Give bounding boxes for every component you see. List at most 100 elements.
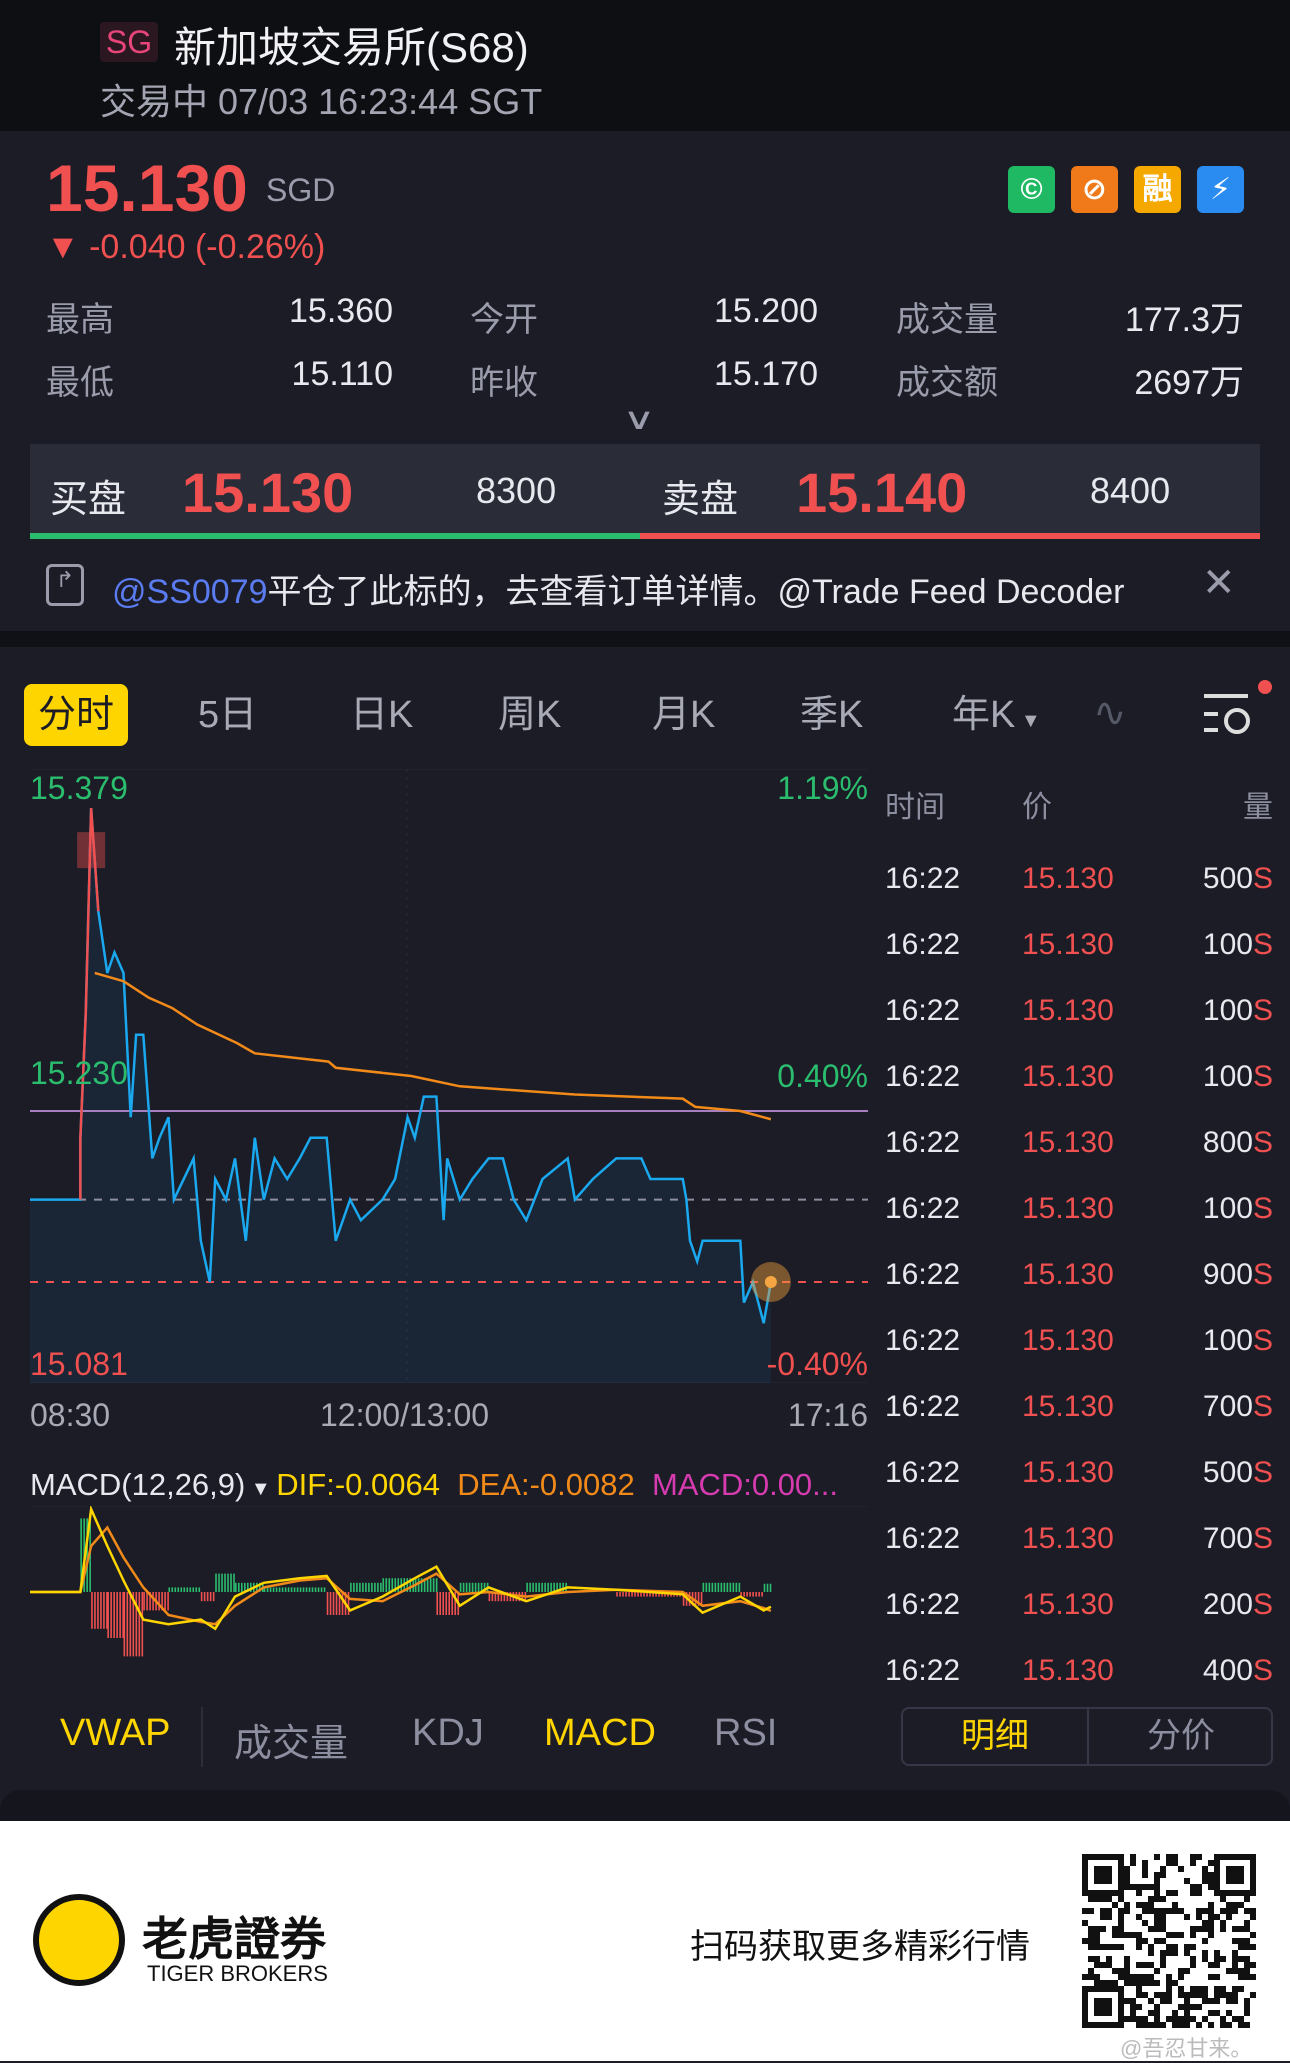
- tab-detail[interactable]: 明细: [903, 1709, 1089, 1764]
- qr-module: [1208, 1902, 1214, 1908]
- trade-side: S: [1252, 1522, 1273, 1555]
- tab-4[interactable]: 月K: [652, 684, 715, 746]
- header-price: 价: [1022, 791, 1052, 824]
- macd-bar: [335, 1592, 338, 1615]
- macd-params-dropdown[interactable]: MACD(12,26,9): [30, 1467, 246, 1502]
- margin-icon[interactable]: 融: [1134, 166, 1181, 213]
- no-short-icon[interactable]: ⊘: [1071, 166, 1118, 213]
- macd-bar: [661, 1592, 663, 1597]
- qr-module: [1094, 1878, 1100, 1884]
- macd-bar: [323, 1587, 326, 1592]
- qr-module: [1250, 1872, 1256, 1878]
- macd-bar: [86, 1518, 88, 1592]
- trade-qty-cell: 100S: [1203, 1060, 1273, 1094]
- line-chart-icon[interactable]: ∿: [1093, 691, 1127, 735]
- trade-price: 15.130: [1022, 1324, 1114, 1357]
- stat-value: 15.200: [714, 292, 818, 330]
- qr-module: [1094, 1962, 1100, 1968]
- qr-module: [1094, 2010, 1100, 2016]
- macd-bar: [394, 1578, 397, 1592]
- qr-module: [1100, 1914, 1106, 1920]
- trade-price: 15.130: [1022, 1060, 1114, 1093]
- price-chart[interactable]: [30, 769, 868, 1383]
- qr-module: [1166, 1980, 1172, 1986]
- qr-module: [1208, 1878, 1214, 1884]
- tab-3[interactable]: 周K: [498, 684, 561, 746]
- indicator-成交量[interactable]: 成交量: [234, 1723, 349, 1765]
- indicator-kdj[interactable]: KDJ: [412, 1712, 484, 1754]
- macd-bar: [468, 1582, 471, 1592]
- qr-module: [1136, 1914, 1142, 1920]
- qr-module: [1118, 1866, 1124, 1872]
- macd-bar: [161, 1592, 163, 1611]
- qr-module: [1118, 1944, 1124, 1950]
- macd-bar: [146, 1592, 148, 1611]
- macd-bar: [206, 1592, 209, 1602]
- qr-module: [1118, 1998, 1124, 2004]
- qr-module: [1100, 1962, 1106, 1968]
- lightning-icon[interactable]: ⚡: [1197, 166, 1244, 213]
- trade-row: 16:22 15.130 100S: [885, 1324, 1273, 1390]
- qr-module: [1196, 1908, 1202, 1914]
- trade-notice[interactable]: ↱ @SS0079平仓了此标的，去查看订单详情。@Trade Feed Deco…: [30, 556, 1260, 616]
- cash-icon[interactable]: ©: [1008, 166, 1055, 213]
- tab-5[interactable]: 季K: [800, 684, 863, 746]
- tab-2[interactable]: 日K: [350, 684, 413, 746]
- macd-bar: [338, 1592, 341, 1615]
- qr-module: [1118, 1926, 1124, 1932]
- macd-bar: [503, 1592, 506, 1602]
- trade-qty: 500: [1202, 1456, 1253, 1489]
- macd-bar: [221, 1573, 223, 1592]
- qr-module: [1148, 2022, 1154, 2028]
- qr-module: [1232, 1986, 1238, 1992]
- tab-1[interactable]: 5日: [198, 684, 257, 746]
- macd-bar: [314, 1587, 317, 1592]
- caret-down-icon[interactable]: ▼: [245, 1478, 277, 1500]
- macd-bar: [746, 1592, 748, 1597]
- macd-bar: [171, 1587, 174, 1592]
- stat-value: 15.170: [714, 355, 818, 393]
- qr-module: [1094, 1998, 1100, 2004]
- macd-bar: [374, 1582, 376, 1592]
- indicator-vwap[interactable]: VWAP: [60, 1712, 171, 1754]
- qr-module: [1220, 1896, 1226, 1902]
- qr-module: [1244, 1968, 1250, 1974]
- tab-price-distribution[interactable]: 分价: [1147, 1717, 1215, 1755]
- indicator-rsi[interactable]: RSI: [714, 1712, 778, 1754]
- notice-user-link[interactable]: @SS0079: [112, 573, 268, 611]
- ask-label: 卖盘: [662, 479, 739, 521]
- dif-value: DIF:-0.0064: [276, 1467, 440, 1502]
- macd-bar: [241, 1582, 243, 1592]
- qr-module: [1208, 1914, 1214, 1920]
- qr-module: [1100, 1908, 1106, 1914]
- qr-module: [1214, 1962, 1220, 1968]
- qr-module: [1244, 2022, 1250, 2028]
- qr-module: [1202, 1872, 1208, 1878]
- qr-module: [1244, 1998, 1250, 2004]
- macd-bar: [107, 1592, 109, 1638]
- tab-6[interactable]: 年K ▼: [952, 684, 1041, 746]
- stat-label: 最高: [46, 301, 114, 339]
- qr-module: [1094, 1854, 1100, 1860]
- qr-module: [1118, 1932, 1124, 1938]
- macd-bar: [477, 1582, 480, 1592]
- settings-icon[interactable]: [1204, 680, 1272, 738]
- qr-module: [1124, 1902, 1130, 1908]
- macd-bar: [209, 1592, 212, 1602]
- macd-bar: [385, 1578, 388, 1592]
- tab-0[interactable]: 分时: [24, 684, 129, 746]
- qr-module: [1226, 1872, 1232, 1878]
- trade-qty: 900: [1202, 1258, 1253, 1291]
- indicator-macd[interactable]: MACD: [544, 1712, 656, 1754]
- qr-module: [1214, 1986, 1220, 1992]
- qr-module: [1160, 1896, 1166, 1902]
- qr-module: [1166, 1854, 1172, 1860]
- macd-bar: [296, 1587, 299, 1592]
- macd-bar: [740, 1592, 742, 1597]
- macd-bar: [491, 1592, 494, 1602]
- chevron-down-icon[interactable]: ∨: [622, 403, 656, 436]
- qr-module: [1160, 1872, 1166, 1878]
- close-icon[interactable]: ✕: [1202, 561, 1236, 605]
- qr-module: [1160, 1908, 1166, 1914]
- trade-row: 16:22 15.130 500S: [885, 862, 1273, 928]
